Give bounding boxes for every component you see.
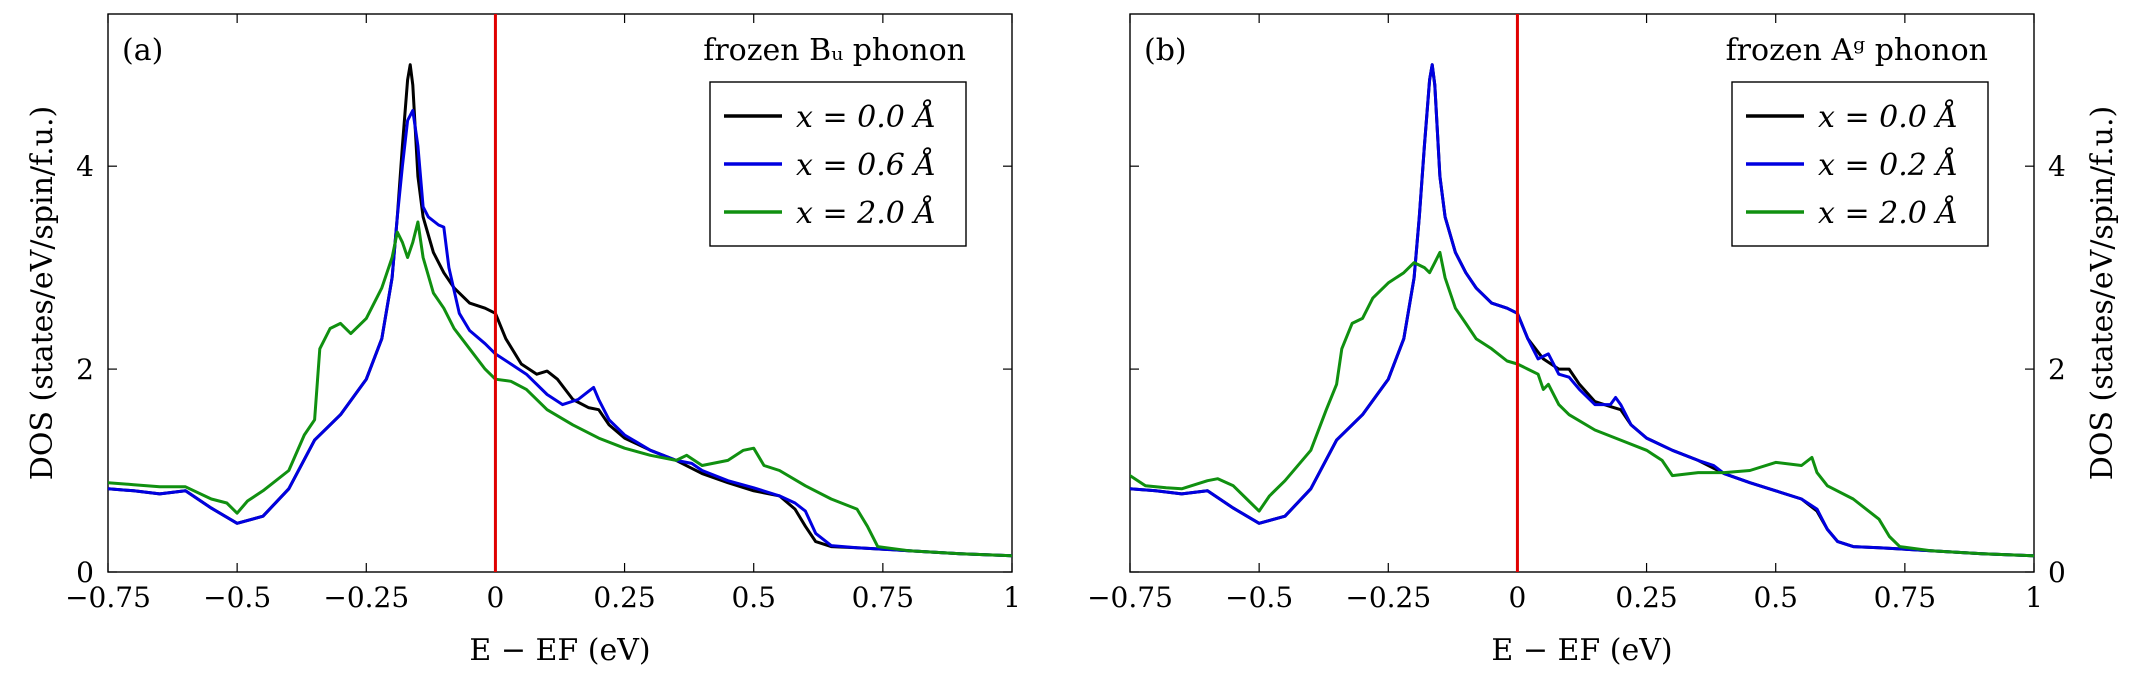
y-tick-label: 2: [2048, 353, 2066, 386]
legend-entry: x = 2.0 Å: [796, 195, 936, 231]
x-tick-label: −0.5: [203, 581, 271, 614]
x-tick-label: 0: [487, 581, 505, 614]
x-tick-label: 0: [1509, 581, 1527, 614]
legend-entry: x = 2.0 Å: [1818, 195, 1958, 231]
y-axis-label: DOS (states/eV/spin/f.u.): [25, 106, 60, 480]
series-group: [108, 63, 1012, 558]
x-axis-label: E − EF (eV): [469, 633, 650, 668]
legend-entry: x = 0.6 Å: [796, 147, 936, 183]
legend-title: frozen Bᵤ phonon: [703, 33, 966, 68]
y-tick-label: 0: [76, 556, 94, 589]
x-tick-label: 1: [1003, 581, 1021, 614]
x-tick-label: −0.5: [1225, 581, 1293, 614]
x-tick-label: 0.5: [731, 581, 776, 614]
legend-title: frozen Aᵍ phonon: [1726, 33, 1988, 68]
legend-entry: x = 0.2 Å: [1818, 147, 1958, 183]
x-tick-label: 0.75: [852, 581, 914, 614]
x-tick-label: 0.25: [593, 581, 655, 614]
y-tick-label: 0: [2048, 556, 2066, 589]
x-tick-label: 1: [2025, 581, 2043, 614]
x-tick-label: 0.25: [1615, 581, 1677, 614]
series-line: [1130, 63, 2034, 558]
x-tick-label: 0.5: [1753, 581, 1798, 614]
y-tick-label: 4: [76, 150, 94, 183]
series-line: [1130, 250, 2034, 558]
series-line: [108, 108, 1012, 558]
panel-label: (b): [1144, 33, 1187, 68]
x-tick-label: −0.25: [323, 581, 409, 614]
x-tick-label: −0.25: [1345, 581, 1431, 614]
series-group: [1130, 63, 2034, 558]
x-tick-label: −0.75: [65, 581, 151, 614]
x-tick-label: −0.75: [1087, 581, 1173, 614]
y-tick-label: 4: [2048, 150, 2066, 183]
legend-entry: x = 0.0 Å: [1818, 99, 1958, 135]
x-tick-label: 0.75: [1874, 581, 1936, 614]
series-line: [108, 220, 1012, 558]
legend-entry: x = 0.0 Å: [796, 99, 936, 135]
x-axis-label: E − EF (eV): [1491, 633, 1672, 668]
y-tick-label: 2: [76, 353, 94, 386]
panel-a: −0.75 −0.5 −0.25 0 0.25 0.5 0.75 1 0 2 4 (a) frozen …: [25, 13, 1021, 668]
y-axis-label: DOS (states/eV/spin/f.u.): [2085, 106, 2120, 480]
panel-label: (a): [122, 33, 163, 68]
